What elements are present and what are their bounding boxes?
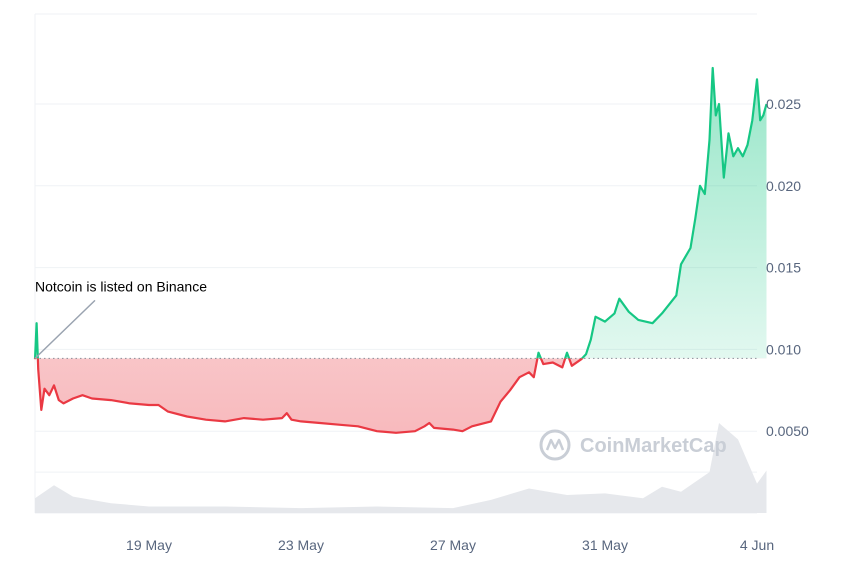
y-axis: 0.0050 0.010 0.015 0.020 0.025 — [766, 96, 809, 439]
coinmarketcap-logo-icon — [539, 429, 571, 461]
x-tick-label: 31 May — [582, 537, 628, 553]
fill-below-baseline — [35, 358, 767, 433]
watermark-text: CoinMarketCap — [580, 435, 727, 457]
annotation: Notcoin is listed on Binance — [34, 278, 207, 359]
volume-shape — [35, 423, 767, 513]
x-axis: 19 May 23 May 27 May 31 May 4 Jun — [126, 537, 774, 553]
y-tick-label: 0.025 — [766, 96, 801, 112]
price-line — [33, 66, 768, 434]
price-fill — [35, 68, 767, 433]
volume-area — [35, 423, 767, 513]
y-tick-label: 0.0050 — [766, 423, 809, 439]
y-tick-label: 0.010 — [766, 341, 801, 357]
x-tick-label: 23 May — [278, 537, 324, 553]
x-tick-label: 27 May — [430, 537, 476, 553]
x-tick-label: 4 Jun — [740, 537, 774, 553]
y-tick-label: 0.020 — [766, 178, 801, 194]
y-tick-label: 0.015 — [766, 260, 801, 276]
annotation-label: Notcoin is listed on Binance — [35, 278, 207, 294]
price-line-up — [33, 66, 768, 359]
fill-above-baseline — [35, 68, 767, 359]
watermark: CoinMarketCap — [539, 429, 727, 461]
price-line-down — [33, 358, 584, 434]
annotation-pointer — [34, 299, 96, 359]
x-tick-label: 19 May — [126, 537, 172, 553]
